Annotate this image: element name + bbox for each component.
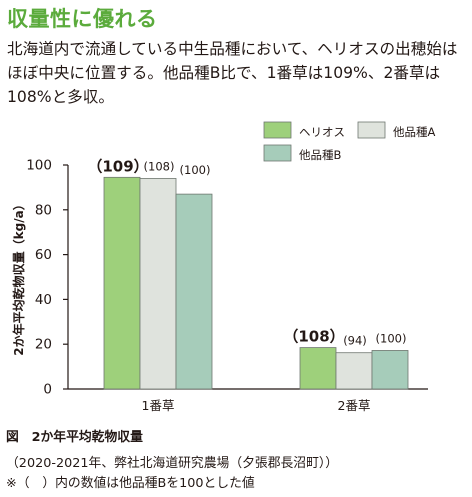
note-caption: ※（ ）内の数値は他品種Bを100とした値 [6, 476, 255, 491]
y-tick-label: 80 [35, 202, 52, 218]
bar-1-0 [299, 347, 337, 390]
page-heading: 収量性に優れる [7, 7, 158, 31]
y-axis-title: 2か年平均乾物収量（kg/a） [11, 198, 26, 355]
bar-data-label: (100) [376, 331, 407, 345]
x-tick-label: 2番草 [338, 398, 371, 413]
y-tick-label: 100 [26, 158, 52, 174]
bar-0-0 [103, 176, 141, 390]
chart-bars: （109）(108) (100) （108）(94) (100) [87, 157, 409, 390]
bar-data-label: (108) [144, 159, 175, 173]
intro-text: 北海道内で流通している中生品種において、ヘリオスの出穂始はほぼ中央に位置する。他… [7, 40, 458, 106]
legend-swatch [357, 121, 386, 139]
y-tick-label: 60 [35, 247, 52, 263]
y-tick-label: 40 [35, 292, 52, 308]
chart-axes: 0 20 40 60 80 100 2か年平均乾物収量（kg/a） 1番草 2番草 [11, 158, 428, 413]
legend-label: 他品種A [393, 125, 435, 139]
legend-label: ヘリオス [299, 125, 345, 139]
figure-caption: 図 2か年平均乾物収量 [6, 430, 143, 445]
source-caption: （2020-2021年、弊社北海道研究農場（夕張郡長沼町）） [6, 456, 339, 471]
bar-0-2 [175, 193, 213, 390]
bar-0-1 [139, 178, 177, 390]
legend-swatch [263, 121, 292, 139]
chart-legend: ヘリオス 他品種A 他品種B [263, 121, 435, 162]
bar-data-label: （109） [87, 157, 148, 175]
bar-1-1 [335, 352, 373, 390]
y-tick-label: 20 [35, 337, 52, 353]
bar-1-2 [371, 350, 409, 390]
bar-data-label: （108） [283, 328, 344, 346]
bar-data-label: (94) [343, 334, 367, 348]
y-tick-label: 0 [43, 382, 52, 398]
bar-data-label: (100) [180, 163, 211, 177]
legend-swatch [263, 144, 292, 162]
legend-label: 他品種B [299, 148, 341, 162]
x-tick-label: 1番草 [142, 398, 175, 413]
